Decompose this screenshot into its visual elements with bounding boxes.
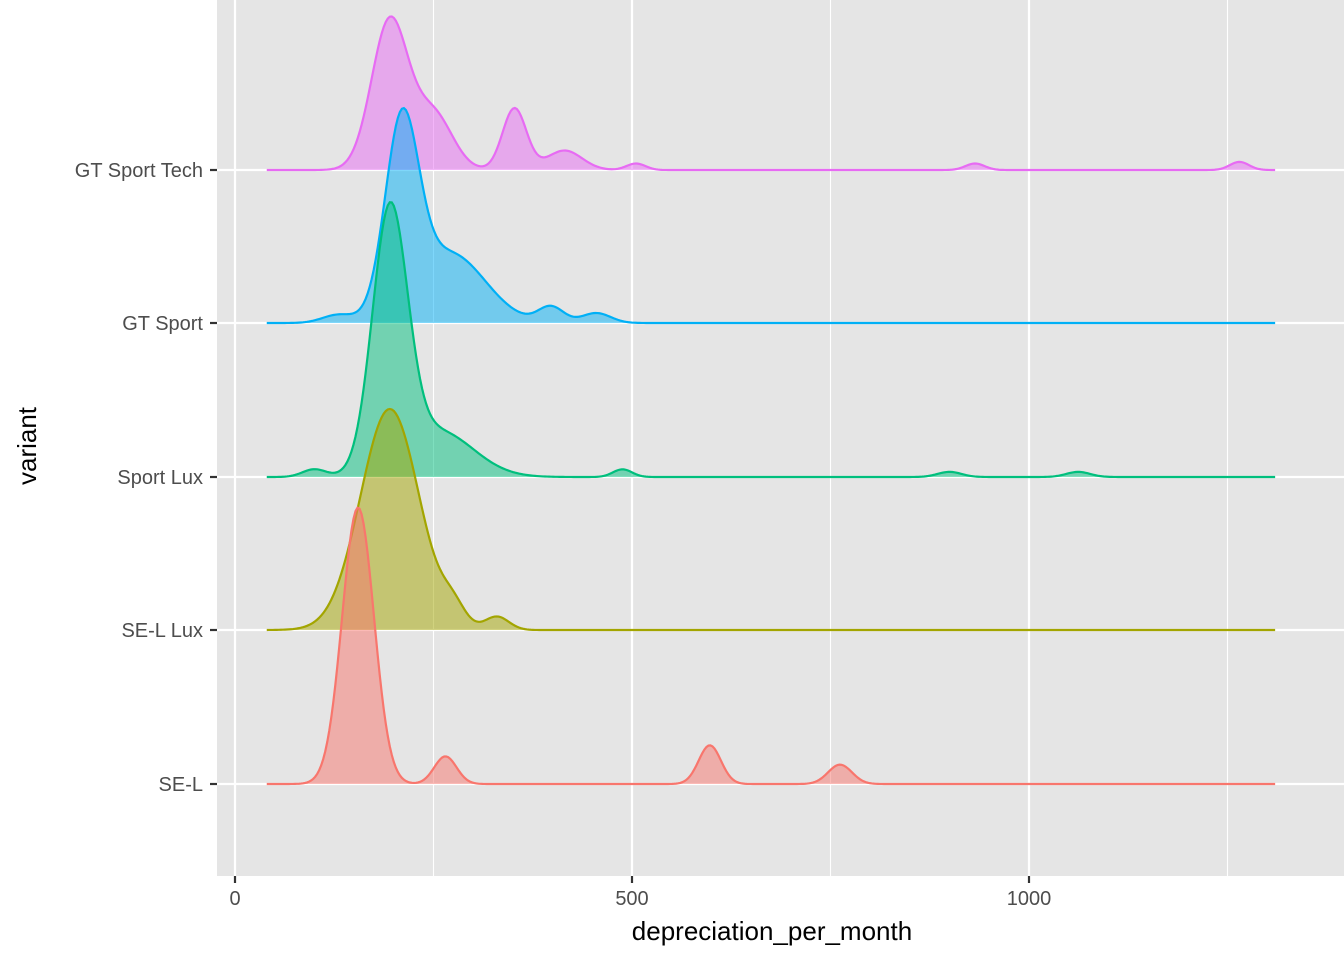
y-tick-label-se-l-lux: SE-L Lux [121, 620, 203, 642]
x-tick-label-0: 0 [229, 888, 240, 910]
y-tick-label-sport-lux: Sport Lux [117, 467, 203, 489]
ridge-line-gt-sport [266, 106, 1276, 325]
axes: SE-L SE-L Lux Sport Lux GT Sport GT Sport Te… [75, 160, 1051, 910]
ridge-area-sport-lux [266, 202, 1276, 478]
x-axis-title: depreciation_per_month [632, 916, 912, 946]
y-tick-label-se-l: SE-L [159, 774, 203, 796]
ridge-line-se-l-lux [266, 407, 1276, 632]
x-tick-label-1000: 1000 [1007, 888, 1052, 910]
ridge-line-sport-lux [266, 201, 1276, 479]
ridge-line-gt-sport-tech [266, 15, 1276, 172]
y-axis-title: variant [12, 406, 42, 485]
ridge-area-se-l [266, 507, 1276, 784]
ridge-area-gt-sport-tech [266, 16, 1276, 170]
x-tick-label-500: 500 [615, 888, 648, 910]
y-tick-label-gt-sport-tech: GT Sport Tech [75, 160, 203, 182]
ridge-area-gt-sport [266, 108, 1276, 323]
y-tick-label-gt-sport: GT Sport [122, 313, 203, 335]
density-ridges [266, 15, 1276, 786]
ridge-line-se-l [266, 506, 1276, 786]
